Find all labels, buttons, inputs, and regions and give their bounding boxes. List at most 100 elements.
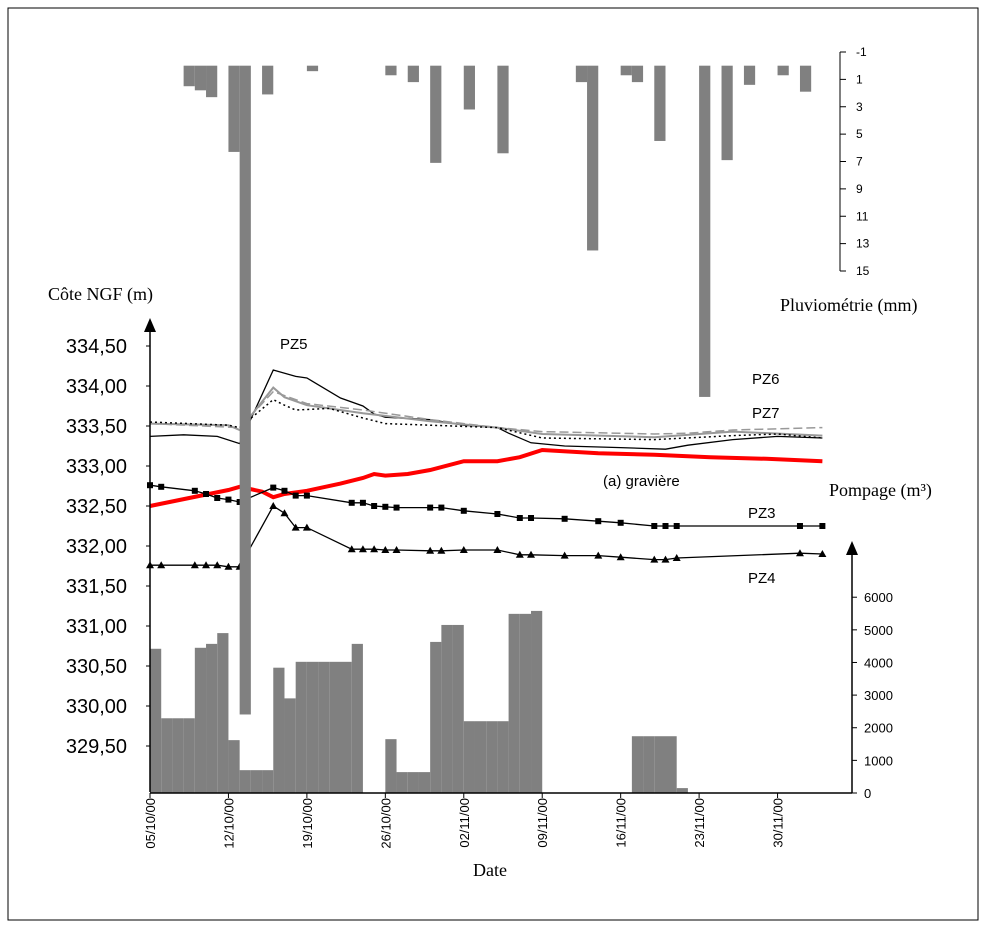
y-axis-title: Côte NGF (m): [48, 284, 153, 305]
marker: [303, 492, 310, 499]
x-tick-label: 30/11/00: [771, 798, 786, 848]
y2-axis-title: Pluviométrie (mm): [780, 295, 917, 316]
pumping-bar: [161, 718, 173, 793]
y-tick-label: 330,50: [66, 656, 127, 678]
x-tick-label: 16/11/00: [614, 798, 629, 848]
rain-bar: [620, 65, 632, 76]
y2-tick-label: 13: [856, 237, 870, 251]
rain-bar: [631, 65, 644, 83]
pumping-bar: [228, 740, 240, 793]
marker: [225, 496, 232, 503]
rain-bar: [306, 65, 319, 72]
marker: [370, 545, 379, 553]
pumping-bar: [463, 721, 475, 793]
marker: [347, 545, 356, 553]
line: [149, 484, 823, 527]
rain-bar: [385, 65, 397, 76]
marker: [358, 545, 367, 553]
marker: [673, 523, 680, 529]
pumping-bar: [318, 661, 330, 793]
rain-bar: [497, 65, 509, 154]
marker: [302, 523, 311, 531]
marker: [818, 550, 827, 557]
y-tick-label: 333,50: [66, 416, 127, 438]
marker: [203, 491, 210, 497]
marker: [280, 509, 289, 517]
marker: [426, 546, 435, 554]
y-tick-label: 331,50: [66, 576, 127, 598]
rain-bar: [228, 65, 240, 152]
rain-bar: [587, 65, 599, 251]
y-tick-label: 334,50: [66, 336, 127, 358]
y3-tick-label: 4000: [864, 655, 893, 670]
marker: [292, 492, 299, 499]
y3-tick-label: 1000: [864, 753, 893, 768]
pumping-bar: [306, 661, 319, 793]
rain-bar: [239, 65, 251, 715]
marker: [214, 495, 221, 501]
marker: [796, 523, 803, 529]
rain-bar: [262, 65, 274, 95]
y2-tick-label: 7: [856, 155, 863, 169]
marker: [819, 523, 826, 529]
rain-bar: [721, 65, 733, 161]
x-tick-label: 09/11/00: [535, 798, 550, 848]
y3-tick-label: 0: [864, 786, 871, 801]
series-label: PZ3: [748, 505, 776, 522]
pumping-bar: [239, 770, 251, 793]
marker: [213, 561, 222, 569]
pumping-bar: [665, 736, 677, 793]
y2-tick-label: 1: [856, 72, 863, 86]
line: [149, 386, 823, 439]
y-tick-label: 330,00: [66, 696, 127, 718]
y-axis-arrow: [144, 318, 156, 332]
pumping-bar: [217, 633, 229, 793]
marker: [224, 562, 233, 570]
pumping-bar: [183, 718, 195, 793]
pumping-bar: [150, 648, 162, 793]
pumping-bar: [273, 667, 285, 793]
rain-bar: [194, 65, 207, 91]
line: [149, 447, 823, 508]
y-tick-label: 329,50: [66, 736, 127, 758]
series-label: PZ6: [752, 371, 780, 388]
marker: [438, 504, 445, 511]
y-tick-label: 334,00: [66, 376, 127, 398]
rain-bar: [463, 65, 475, 110]
x-tick-label: 02/11/00: [457, 798, 472, 848]
rain-bar: [743, 65, 756, 85]
pumping-bar: [172, 718, 184, 793]
marker: [795, 549, 804, 557]
y3-tick-label: 2000: [864, 721, 893, 736]
marker: [269, 502, 278, 509]
series-label: PZ4: [748, 570, 776, 587]
y3-axis-arrow: [846, 541, 858, 555]
marker: [359, 499, 366, 506]
pumping-bar: [262, 770, 274, 793]
line: [150, 505, 823, 568]
y-tick-label: 333,00: [66, 456, 127, 478]
series-label: PZ7: [752, 405, 780, 422]
marker: [515, 550, 524, 558]
marker: [348, 499, 355, 506]
marker: [381, 546, 390, 553]
marker: [393, 504, 400, 511]
x-tick-label: 23/11/00: [692, 798, 707, 848]
pumping-bar: [531, 610, 543, 793]
x-tick-label: 05/10/00: [143, 798, 158, 849]
pumping-bar: [508, 613, 520, 793]
pumping-bar: [441, 624, 453, 793]
pumping-bar: [486, 721, 498, 793]
marker: [516, 515, 523, 521]
y-tick-label: 332,50: [66, 496, 127, 518]
pumping-bar: [250, 770, 263, 793]
series-label: (a) gravière: [603, 473, 680, 490]
x-tick-label: 12/10/00: [221, 798, 236, 849]
pumping-bar: [194, 647, 207, 793]
marker: [459, 546, 468, 553]
pumping-bar: [474, 721, 487, 793]
pumping-bar: [206, 643, 218, 793]
marker: [270, 484, 277, 491]
marker: [291, 523, 300, 531]
